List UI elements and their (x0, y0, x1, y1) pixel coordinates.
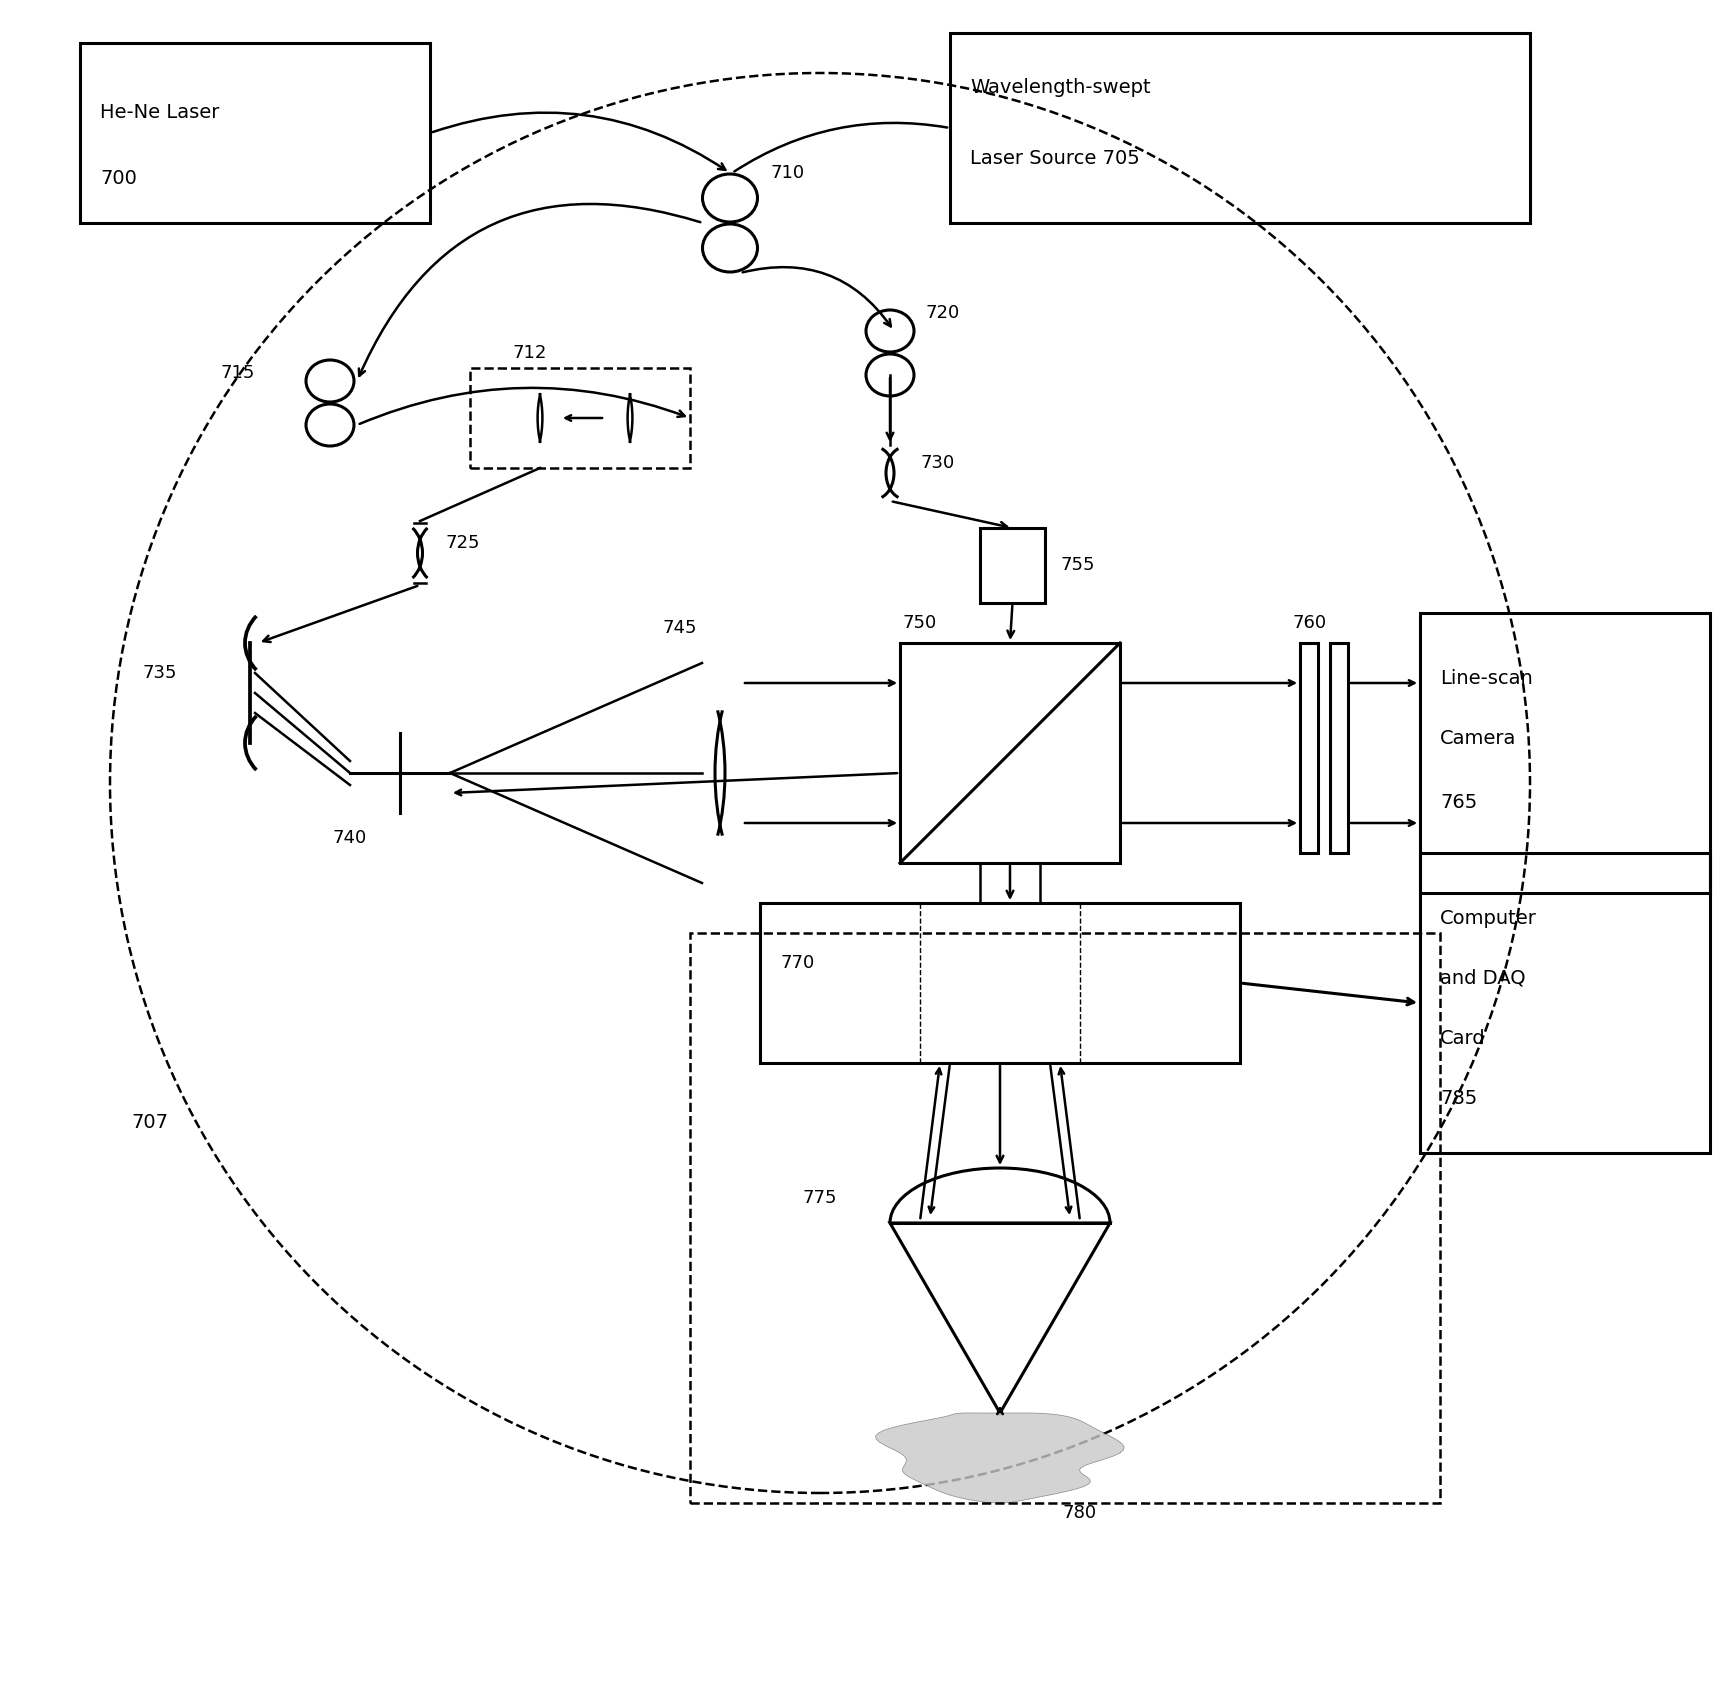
Text: Card: Card (1439, 1029, 1486, 1047)
Text: Wavelength-swept: Wavelength-swept (970, 78, 1151, 97)
Text: Computer: Computer (1439, 908, 1536, 928)
Bar (899, 644, 1120, 863)
Bar (760, 903, 1240, 1063)
Bar (1300, 644, 1318, 853)
Text: 740: 740 (333, 829, 366, 846)
Text: 730: 730 (920, 455, 955, 472)
Text: He-Ne Laser: He-Ne Laser (101, 104, 219, 123)
Bar (470, 368, 689, 468)
Text: 755: 755 (1061, 557, 1094, 574)
Text: 745: 745 (663, 618, 698, 637)
Text: 710: 710 (771, 163, 804, 182)
Text: 760: 760 (1293, 615, 1326, 632)
Text: 725: 725 (444, 535, 479, 552)
Text: 785: 785 (1439, 1088, 1477, 1107)
Text: 712: 712 (512, 344, 547, 363)
Polygon shape (875, 1413, 1125, 1504)
Text: 750: 750 (903, 615, 937, 632)
Text: Line-scan: Line-scan (1439, 669, 1533, 688)
Bar (80, 43, 431, 223)
Text: 735: 735 (142, 664, 177, 681)
Bar (981, 528, 1045, 603)
Text: and DAQ: and DAQ (1439, 969, 1526, 988)
Text: 770: 770 (779, 954, 814, 972)
Text: 715: 715 (220, 364, 255, 381)
Bar (950, 32, 1529, 223)
Bar (689, 933, 1439, 1504)
Text: 780: 780 (1062, 1504, 1097, 1522)
Text: Laser Source 705: Laser Source 705 (970, 148, 1141, 167)
Text: 707: 707 (132, 1114, 168, 1132)
Bar (1420, 853, 1710, 1153)
Text: 765: 765 (1439, 794, 1477, 812)
Bar (1330, 644, 1347, 853)
Text: 700: 700 (101, 169, 137, 187)
Text: 775: 775 (802, 1189, 837, 1207)
Text: 720: 720 (925, 305, 960, 322)
Text: Camera: Camera (1439, 729, 1516, 748)
Bar (1420, 613, 1710, 892)
